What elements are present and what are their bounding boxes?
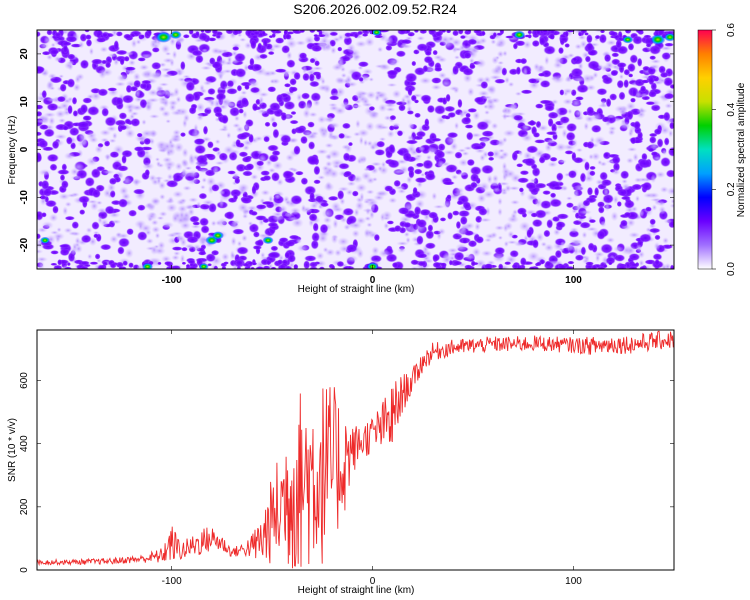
hotspot-mark: [650, 34, 666, 45]
hotspot-mark: [155, 31, 172, 43]
x-tick-label: 100: [565, 275, 582, 286]
y-tick-label: 400: [19, 435, 30, 452]
colorbar-tick-label: 0.0: [726, 262, 737, 276]
spectrogram-y-axis-label: Frequency (Hz): [7, 116, 18, 185]
x-tick-label: -100: [162, 275, 182, 286]
hotspot-mark: [664, 33, 674, 42]
colorbar-gradient: [697, 29, 713, 270]
snr-ticks: -100 0 100 0 200 400 600: [19, 330, 674, 587]
y-tick-label: 0: [19, 567, 30, 573]
hotspot-mark: [371, 30, 382, 36]
spectrogram-hotspots: [40, 30, 674, 269]
hotspot-mark: [513, 30, 526, 39]
spectrogram-x-axis-label: Height of straight line (km): [298, 284, 415, 295]
y-tick-label: -20: [19, 237, 30, 252]
snr-panel: -100 0 100 0 200 400 600 Height of straight li…: [7, 329, 675, 596]
colorbar-tick-label: 0.2: [726, 182, 737, 196]
x-tick-label: 100: [565, 576, 582, 587]
colorbar-ticks: 0.0 0.2 0.4 0.6: [712, 23, 737, 276]
x-tick-label: 0: [370, 576, 376, 587]
y-tick-label: 600: [19, 372, 30, 389]
y-tick-label: 20: [19, 48, 30, 60]
colorbar-tick-label: 0.6: [726, 23, 737, 37]
spectrogram-field: [37, 30, 674, 269]
snr-frame: [36, 329, 675, 571]
colorbar-label: Normalized spectral amplitude: [736, 82, 747, 217]
chart-title: S206.2026.002.09.52.R24: [293, 1, 457, 17]
hotspot-mark: [142, 262, 153, 269]
x-tick-label: 0: [370, 275, 376, 286]
hotspot-mark: [198, 263, 209, 269]
snr-series-line: [37, 330, 674, 569]
x-tick-label: -100: [162, 576, 182, 587]
y-tick-label: -10: [19, 190, 30, 205]
y-tick-label: 200: [19, 498, 30, 515]
y-tick-label: 0: [19, 146, 30, 152]
colorbar-tick-label: 0.4: [726, 102, 737, 116]
hotspot-mark: [169, 30, 182, 39]
hotspot-mark: [622, 35, 634, 44]
y-tick-label: 10: [19, 96, 30, 108]
hotspot-mark: [40, 236, 50, 244]
colorbar: 0.0 0.2 0.4 0.6 Normalized spectral amplitu…: [697, 23, 747, 276]
hotspot-mark: [211, 231, 224, 240]
snr-x-axis-label: Height of straight line (km): [298, 585, 415, 596]
hotspot-mark: [262, 236, 274, 245]
snr-y-axis-label: SNR (10 * v/v): [7, 418, 18, 482]
